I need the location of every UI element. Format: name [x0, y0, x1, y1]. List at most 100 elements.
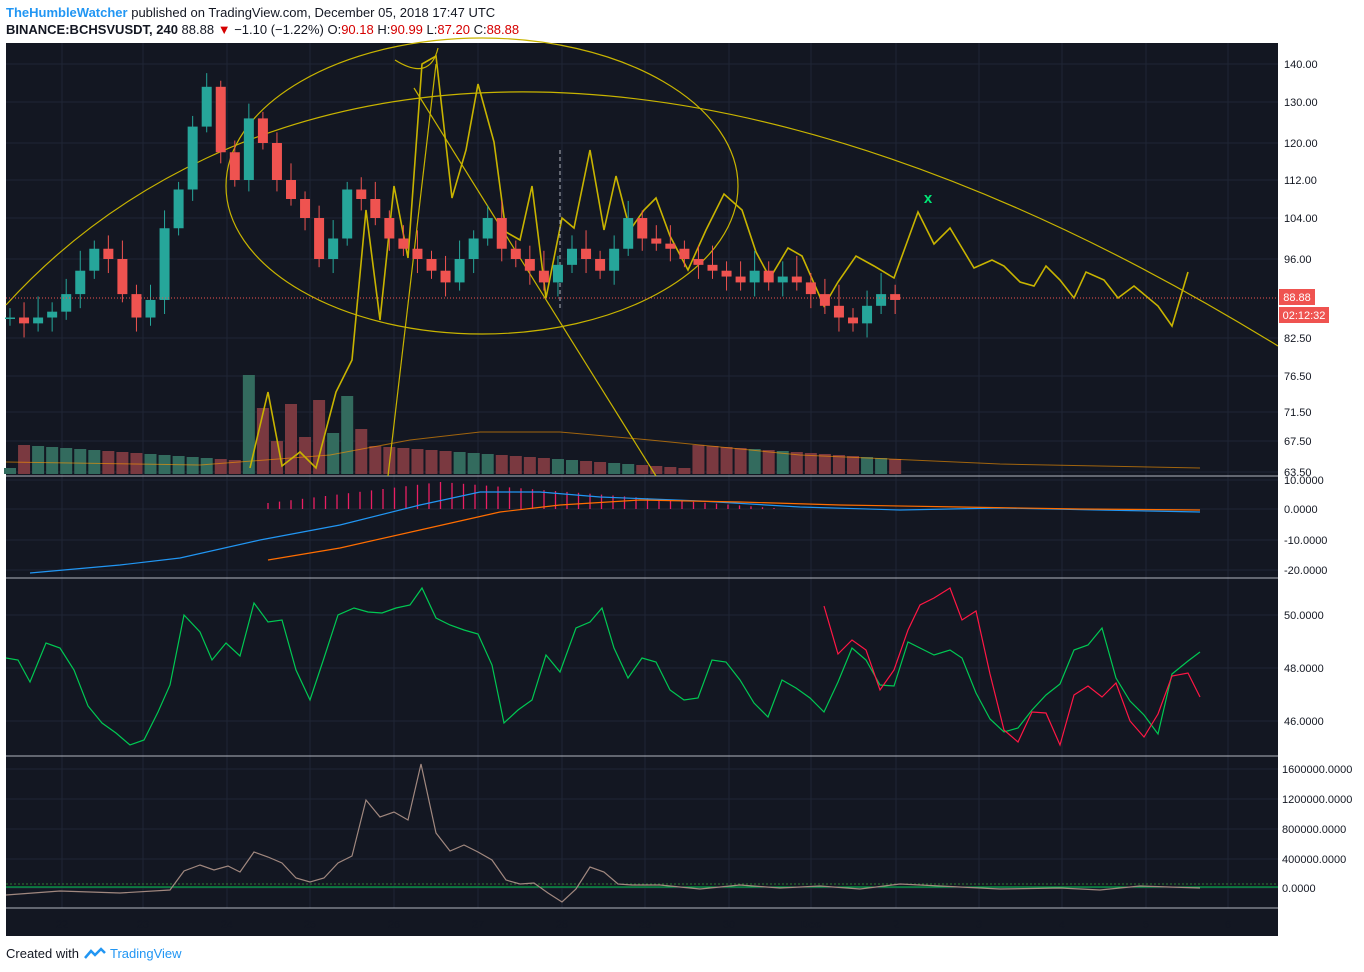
volume-bar [832, 455, 845, 474]
candle-body [595, 259, 606, 271]
candle-body [567, 248, 577, 265]
candle-body [749, 270, 760, 283]
macd-tick-label: -10.0000 [1284, 535, 1327, 547]
price-tick-label: 76.50 [1284, 371, 1312, 383]
volume-bar [650, 466, 663, 474]
candle-body [229, 152, 240, 180]
rsi-tick-label: 48.0000 [1284, 663, 1324, 675]
price-tick-label: 63.50 [1284, 467, 1312, 479]
drawing-tools[interactable] [5, 37, 1279, 477]
macd-line [29, 491, 1201, 574]
time-axis[interactable]: 22 23 24 25 26 27 28 29 30 Dec 2 3 4 5 6 [56, 919, 1231, 931]
candle-body [328, 238, 339, 259]
volume-bar [439, 451, 452, 474]
time-tick-label: 6 [1225, 919, 1231, 931]
candle-body [257, 118, 268, 143]
symbol-label[interactable]: BINANCE:BCHSVUSDT, 240 [6, 22, 178, 37]
candle-body [721, 270, 732, 277]
candle-body [524, 259, 535, 271]
candle-body [538, 270, 549, 283]
time-tick-label: Dec [801, 919, 821, 931]
candle-body [131, 294, 142, 318]
volume-bar [299, 437, 312, 474]
volume-bar [270, 441, 283, 474]
oscillator-line [5, 763, 1201, 903]
candle-body [215, 86, 226, 153]
signal-marker: x [924, 190, 933, 207]
volume-bar [256, 408, 269, 474]
signal-line [267, 499, 1201, 561]
candle-body [5, 317, 15, 320]
time-tick-label: 23 [137, 919, 149, 931]
price-tick-label: 71.50 [1284, 407, 1312, 419]
price-axis[interactable]: 140.00 130.00 120.00 112.00 104.00 96.00 82.50… [1282, 59, 1352, 895]
macd-pane [29, 482, 1201, 574]
volume-bars [4, 375, 1201, 474]
candle-body [581, 248, 592, 259]
trend-line-down [413, 87, 657, 477]
volume-bar [341, 396, 354, 474]
osc-tick-label: 400000.0000 [1282, 854, 1346, 866]
volume-bar [509, 456, 522, 474]
candle-body [665, 243, 676, 249]
volume-bar [495, 455, 508, 474]
price-tick-label: 104.00 [1284, 213, 1318, 225]
candle-body [777, 276, 788, 283]
candle-body [356, 189, 367, 199]
candle-body [19, 317, 30, 324]
candle-body [370, 199, 381, 218]
volume-bar [186, 457, 199, 474]
open-label: O: [327, 22, 342, 37]
candle-body [609, 248, 620, 271]
volume-bar [818, 454, 831, 474]
last-price: 88.88 [181, 22, 215, 37]
author-link[interactable]: TheHumbleWatcher [6, 5, 128, 20]
countdown-badge: 02:12:32 [1279, 307, 1329, 323]
candle-body [271, 143, 282, 180]
volume-bar [74, 449, 87, 474]
price-change: −1.10 (−1.22%) [234, 22, 324, 37]
price-tick-label: 130.00 [1284, 97, 1318, 109]
low-value: 87.20 [437, 22, 470, 37]
candle-body [314, 218, 325, 259]
chart-canvas[interactable]: x 140.00 130.00 120.00 112.00 104.00 96.00 82.… [0, 0, 1364, 940]
candle-body [159, 228, 170, 300]
candle-body [454, 259, 465, 283]
publish-line: TheHumbleWatcher published on TradingVie… [6, 4, 519, 21]
price-tick-label: 67.50 [1284, 436, 1312, 448]
volume-bar [580, 461, 593, 474]
countdown-badge-text: 02:12:32 [1283, 310, 1326, 322]
price-axis-panel [1278, 43, 1364, 936]
volume-bar [214, 459, 227, 474]
candle-body [201, 86, 212, 127]
volume-bar [594, 462, 607, 474]
volume-bar [46, 447, 59, 474]
macd-tick-label: 0.0000 [1284, 504, 1318, 516]
candle-body [300, 199, 311, 218]
candle-body [412, 248, 423, 259]
rsi-tick-label: 50.0000 [1284, 610, 1324, 622]
volume-bar [551, 459, 564, 474]
volume-bar [18, 445, 31, 474]
candle-body [103, 248, 114, 259]
candle-body [243, 118, 254, 180]
rsi-green-line [5, 586, 1201, 746]
volume-bar [537, 458, 550, 474]
osc-tick-label: 1200000.0000 [1282, 794, 1352, 806]
candle-body [482, 218, 493, 239]
time-tick-label: 29 [639, 919, 651, 931]
candle-body [707, 264, 718, 271]
volume-bar [411, 449, 424, 474]
tradingview-brand-link[interactable]: TradingView [109, 946, 182, 961]
volume-bar [748, 449, 761, 474]
volume-bar [200, 458, 213, 474]
high-label: H: [377, 22, 391, 37]
oscillator-pane [5, 763, 1278, 903]
fib-circle-upper [225, 37, 739, 335]
volume-ma-line [5, 431, 1201, 469]
candle-body [173, 189, 184, 229]
volume-bar [453, 452, 466, 474]
ohlc-line: BINANCE:BCHSVUSDT, 240 88.88 ▼ −1.10 (−1… [6, 21, 519, 38]
candle-body [876, 294, 887, 306]
time-tick-label: 26 [388, 919, 400, 931]
